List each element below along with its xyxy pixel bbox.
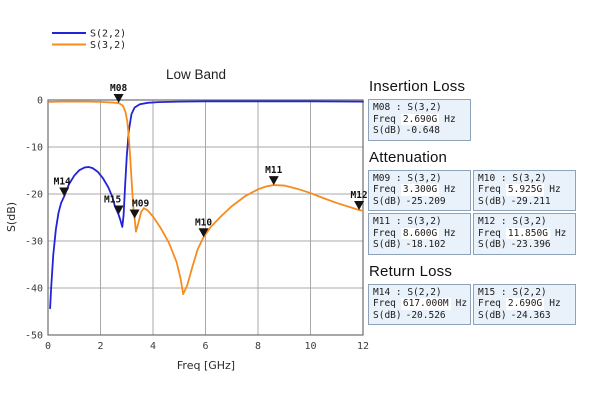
sdb-label: S(dB) [478, 309, 507, 321]
marker-box-M10: M10 : S(3,2) Freq 5.925G Hz S(dB) -29.21… [473, 169, 576, 211]
marker-M12-label: M12 [350, 190, 367, 201]
freq-label: Freq [478, 184, 501, 195]
sdb-value: -20.526 [405, 309, 446, 321]
panel-heading: Insertion Loss [369, 78, 466, 95]
freq-label: Freq [478, 298, 501, 309]
x-tick-label: 6 [202, 341, 208, 352]
freq-value: 2.690G [505, 298, 545, 310]
marker-M15-triangle-icon [113, 205, 124, 215]
marker-box-M09: M09 : S(3,2) Freq 3.300G Hz S(dB) -25.20… [368, 169, 471, 211]
marker-box-M08: M08 : S(3,2) Freq 2.690G Hz S(dB) -0.648 [368, 99, 471, 141]
freq-value: 11.850G [505, 227, 550, 239]
marker-M08-label: M08 [110, 83, 127, 94]
x-tick-label: 2 [97, 341, 103, 352]
x-tick-label: 10 [304, 341, 316, 352]
marker-M09-label: M09 [132, 198, 149, 209]
x-tick-label: 4 [150, 341, 156, 352]
sdb-value: -0.648 [405, 125, 440, 136]
series-line-1 [48, 100, 364, 296]
freq-label: Freq [373, 298, 396, 309]
sdb-label: S(dB) [478, 195, 507, 207]
marker-M11-triangle-icon [268, 176, 279, 186]
marker-box-title: M10 : S(3,2) [478, 172, 547, 184]
y-axis-label: S(dB) [5, 202, 18, 232]
freq-label: Freq [373, 227, 396, 239]
marker-box-M15: M15 : S(2,2) Freq 2.690G Hz S(dB) -24.36… [473, 283, 576, 325]
panel-return-loss: Return Loss M14 : S(2,2) Freq 617.000M H… [368, 262, 600, 325]
freq-label: Freq [373, 113, 396, 125]
marker-box-title: M08 : S(3,2) [373, 102, 442, 113]
panel-heading: Attenuation [369, 148, 448, 166]
panel-heading: Return Loss [369, 262, 453, 280]
freq-unit: Hz [444, 113, 456, 125]
sdb-label: S(dB) [373, 195, 402, 207]
marker-panels: Insertion Loss M08 : S(3,2) Freq 2.690G … [368, 78, 600, 333]
marker-box-title: M15 : S(2,2) [478, 286, 547, 298]
sdb-label: S(dB) [373, 309, 402, 321]
marker-M09-triangle-icon [129, 209, 140, 219]
sdb-value: -18.102 [405, 239, 446, 250]
marker-box-group: M14 : S(2,2) Freq 617.000M Hz S(dB) -20.… [368, 283, 600, 325]
marker-box-title: M09 : S(3,2) [373, 172, 442, 184]
freq-unit: Hz [444, 227, 456, 239]
y-tick-label: 0 [37, 96, 43, 107]
marker-box-M12: M12 : S(3,2) Freq 11.850G Hz S(dB) -23.3… [473, 213, 576, 255]
x-axis-label: Freq [GHz] [177, 359, 235, 372]
chart-title: Low Band [166, 67, 226, 82]
marker-box-title: M12 : S(3,2) [478, 216, 547, 227]
marker-box-M11: M11 : S(3,2) Freq 8.600G Hz S(dB) -18.10… [368, 213, 471, 255]
sdb-value: -23.396 [510, 239, 551, 250]
freq-value: 5.925G [505, 184, 545, 196]
marker-box-title: M14 : S(2,2) [373, 286, 442, 298]
marker-box-title: M11 : S(3,2) [373, 216, 442, 227]
marker-box-group: M08 : S(3,2) Freq 2.690G Hz S(dB) -0.648 [368, 99, 600, 141]
y-tick-label: -40 [25, 284, 43, 295]
marker-M08-triangle-icon [113, 94, 124, 104]
y-tick-label: -50 [25, 331, 43, 342]
freq-unit: Hz [549, 184, 561, 195]
sdb-value: -24.363 [510, 309, 551, 321]
s-parameter-chart: M08 M09 M10 M11 M12 M14 M15 0 2 4 6 8 10 12 0 -10 -20 -30… [5, 29, 369, 373]
y-tick-label: -30 [25, 237, 43, 248]
x-tick-label: 8 [255, 341, 261, 352]
series-line-0 [49, 100, 364, 310]
panel-insertion-loss: Insertion Loss M08 : S(3,2) Freq 2.690G … [368, 78, 600, 141]
marker-M15-label: M15 [104, 195, 121, 206]
plot-border [47, 99, 364, 336]
marker-M10-triangle-icon [198, 228, 209, 238]
marker-box-group: M09 : S(3,2) Freq 3.300G Hz S(dB) -25.20… [368, 169, 600, 255]
x-tick-label: 0 [45, 341, 51, 352]
sdb-value: -29.211 [510, 195, 551, 207]
freq-value: 2.690G [400, 113, 440, 125]
freq-unit: Hz [455, 298, 468, 309]
panel-attenuation: Attenuation M09 : S(3,2) Freq 3.300G Hz … [368, 149, 600, 255]
marker-M14-triangle-icon [59, 187, 70, 197]
freq-unit: Hz [549, 298, 561, 309]
freq-value: 617.000M [400, 298, 451, 310]
marker-M10-label: M10 [195, 217, 212, 228]
sdb-label: S(dB) [478, 239, 507, 250]
marker-box-M14: M14 : S(2,2) Freq 617.000M Hz S(dB) -20.… [368, 283, 471, 325]
y-tick-label: -10 [25, 143, 43, 154]
legend-label-0: S(2,2) [90, 29, 126, 40]
freq-value: 8.600G [400, 227, 440, 239]
freq-value: 3.300G [400, 184, 440, 196]
marker-M14-label: M14 [54, 176, 71, 187]
x-tick-label: 12 [357, 341, 369, 352]
sdb-label: S(dB) [373, 125, 402, 136]
freq-unit: Hz [554, 227, 567, 239]
sdb-value: -25.209 [405, 195, 446, 207]
freq-label: Freq [478, 227, 501, 239]
freq-unit: Hz [444, 184, 456, 195]
marker-M11-label: M11 [265, 165, 282, 176]
sdb-label: S(dB) [373, 239, 402, 250]
y-tick-label: -20 [25, 190, 43, 201]
legend-label-1: S(3,2) [90, 40, 126, 51]
freq-label: Freq [373, 184, 396, 195]
marker-M12-triangle-icon [354, 200, 365, 210]
